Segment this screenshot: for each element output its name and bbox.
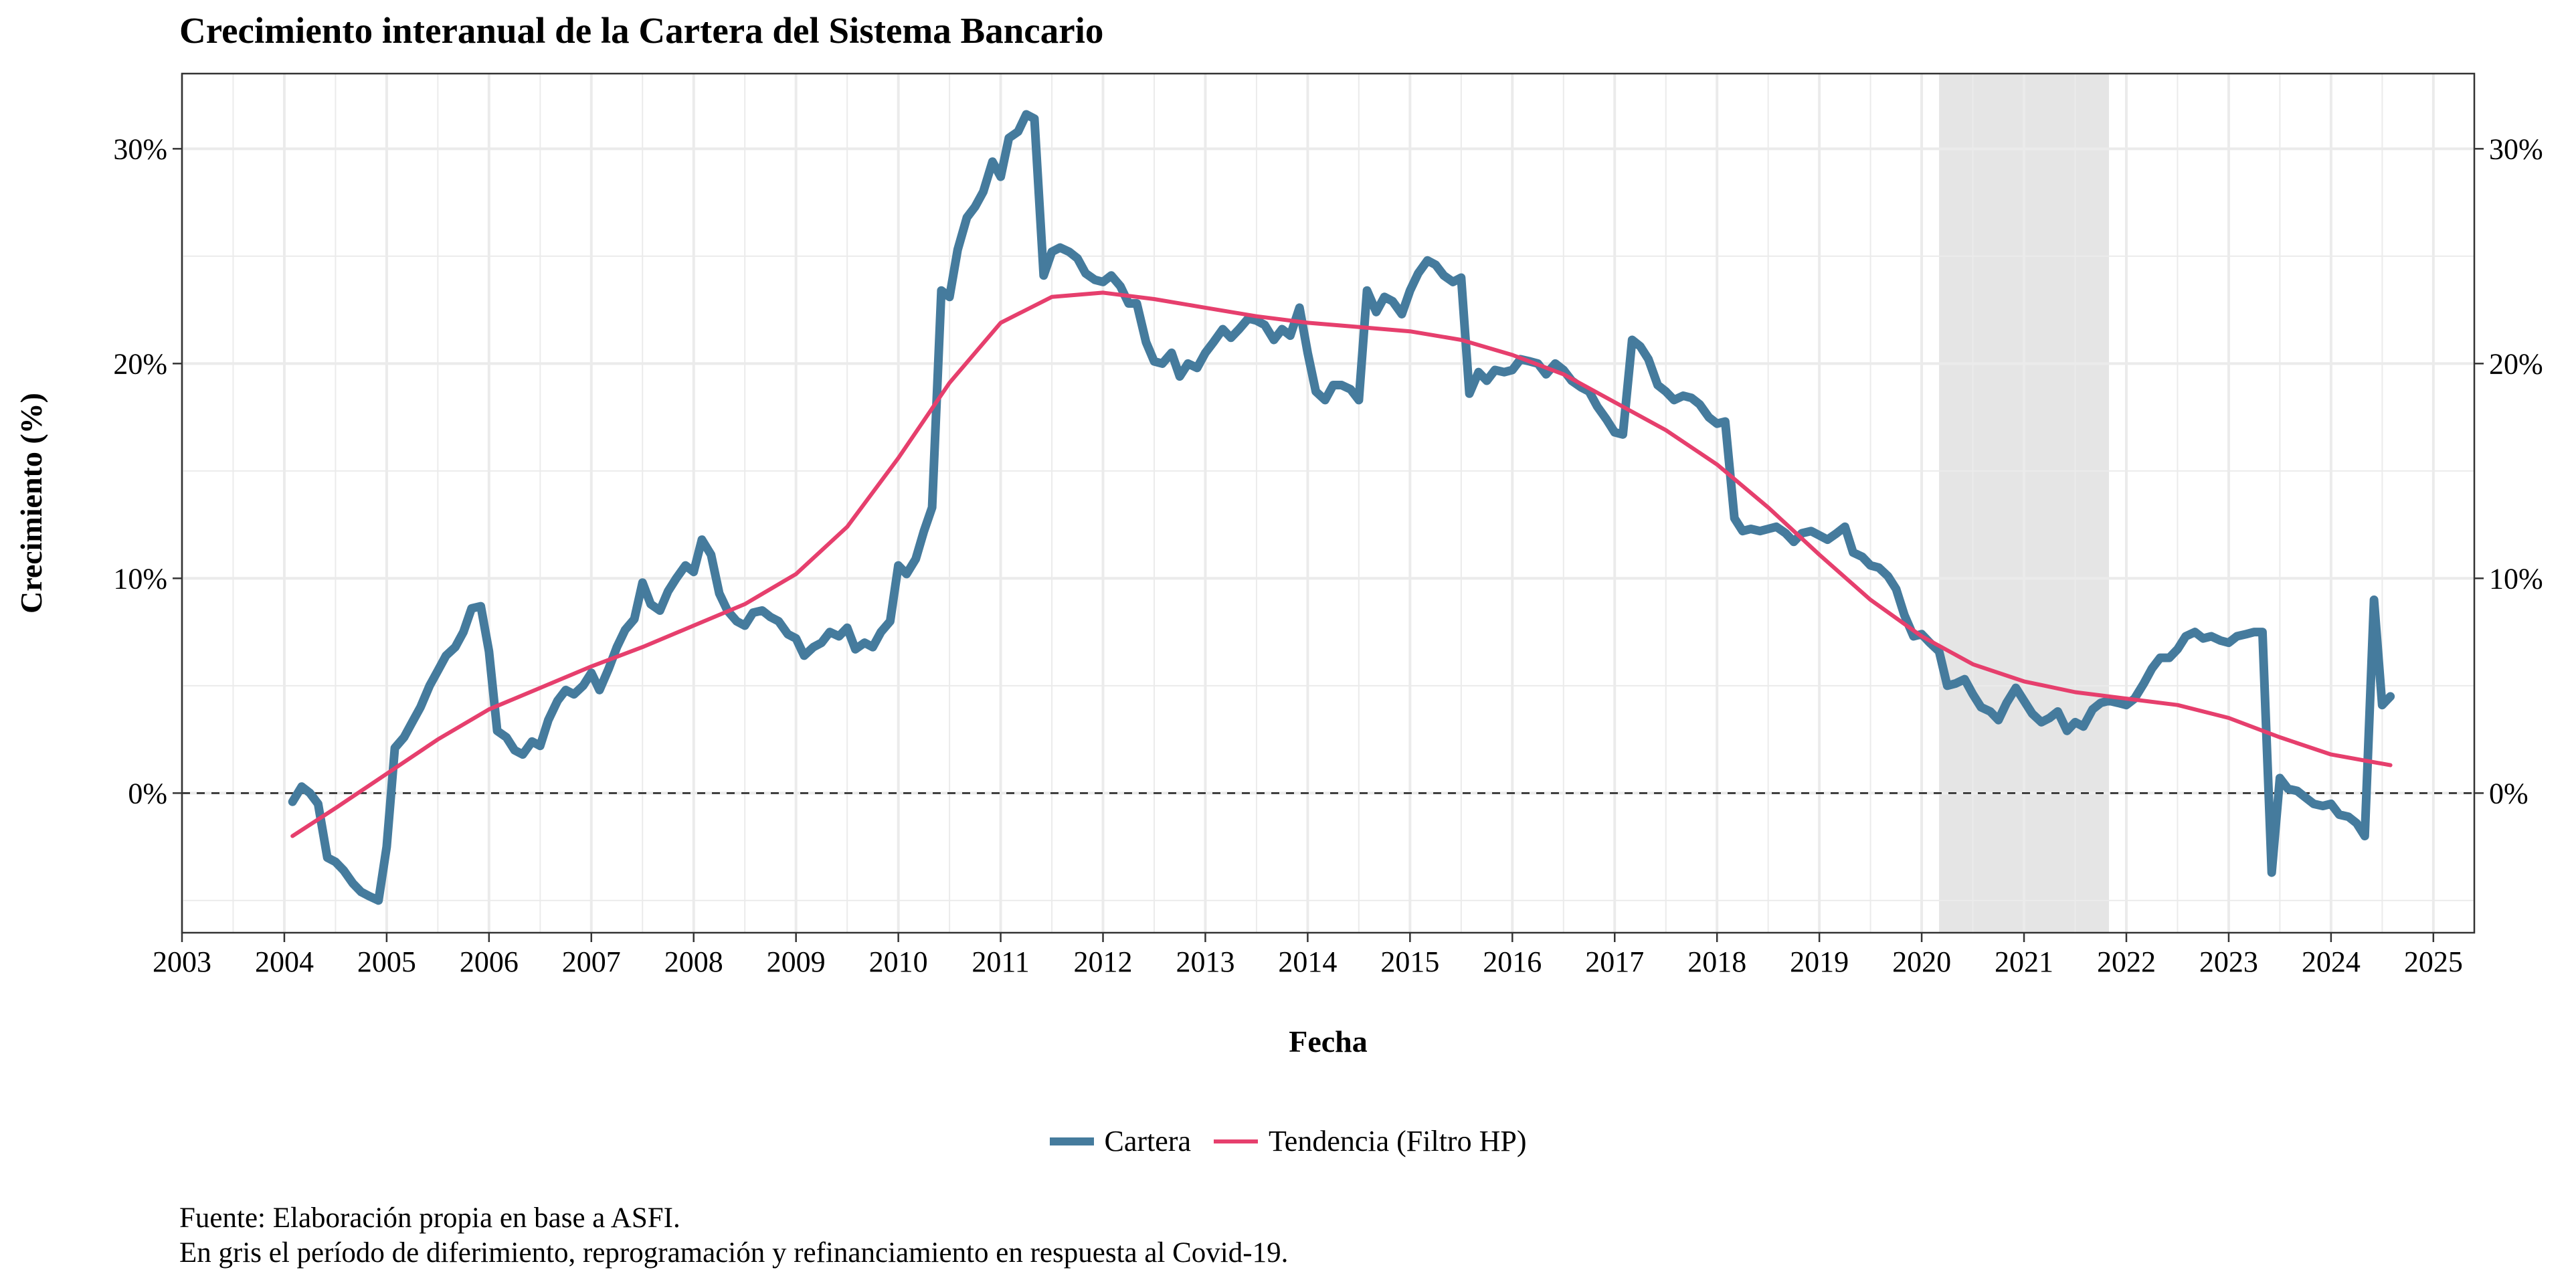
x-tick-label: 2020 xyxy=(1892,945,1951,978)
y-tick-label-right: 10% xyxy=(2489,562,2543,595)
x-tick-label: 2008 xyxy=(664,945,723,978)
x-tick-label: 2022 xyxy=(2097,945,2156,978)
x-axis-label: Fecha xyxy=(1289,1024,1368,1059)
legend-item-cartera: Cartera xyxy=(1049,1124,1191,1158)
x-tick-label: 2023 xyxy=(2199,945,2258,978)
legend: Cartera Tendencia (Filtro HP) xyxy=(0,1124,2576,1158)
x-tick-label: 2024 xyxy=(2302,945,2361,978)
y-tick-label-left: 10% xyxy=(113,562,167,595)
x-tick-label: 2019 xyxy=(1790,945,1849,978)
x-tick-label: 2025 xyxy=(2404,945,2463,978)
y-tick-label-left: 0% xyxy=(128,777,167,810)
x-tick-label: 2003 xyxy=(153,945,211,978)
x-tick-label: 2016 xyxy=(1483,945,1542,978)
x-tick-label: 2011 xyxy=(972,945,1029,978)
plot-panel xyxy=(182,74,2474,933)
x-tick-label: 2014 xyxy=(1278,945,1337,978)
legend-item-tendencia: Tendencia (Filtro HP) xyxy=(1213,1124,1527,1158)
legend-swatch-cartera xyxy=(1049,1137,1094,1145)
x-tick-label: 2013 xyxy=(1176,945,1234,978)
x-tick-label: 2010 xyxy=(869,945,928,978)
x-tick-label: 2004 xyxy=(255,945,314,978)
y-tick-label-left: 20% xyxy=(113,347,167,380)
x-tick-label: 2012 xyxy=(1074,945,1133,978)
y-tick-label-left: 30% xyxy=(113,132,167,165)
chart-title: Crecimiento interanual de la Cartera del… xyxy=(179,10,1104,51)
plot-border xyxy=(181,72,2476,934)
x-tick-label: 2017 xyxy=(1585,945,1644,978)
x-tick-label: 2009 xyxy=(767,945,826,978)
x-tick-label: 2018 xyxy=(1687,945,1746,978)
y-tick-label-right: 0% xyxy=(2489,777,2528,810)
legend-label-tendencia: Tendencia (Filtro HP) xyxy=(1268,1125,1527,1158)
series-line-cartera xyxy=(288,110,2395,905)
caption-source: Fuente: Elaboración propia en base a ASF… xyxy=(179,1202,680,1234)
legend-swatch-tendencia xyxy=(1213,1139,1258,1143)
x-tick-label: 2007 xyxy=(562,945,621,978)
y-tick-label-right: 30% xyxy=(2489,132,2543,165)
y-tick-label-right: 20% xyxy=(2489,347,2543,380)
series-line-tendencia xyxy=(290,290,2393,838)
x-tick-label: 2006 xyxy=(460,945,519,978)
caption-note: En gris el período de diferimiento, repr… xyxy=(179,1237,1289,1269)
x-tick-label: 2015 xyxy=(1380,945,1439,978)
x-tick-label: 2005 xyxy=(357,945,416,978)
legend-label-cartera: Cartera xyxy=(1104,1125,1191,1158)
x-tick-label: 2021 xyxy=(1995,945,2053,978)
y-axis-label: Crecimiento (%) xyxy=(14,393,48,614)
